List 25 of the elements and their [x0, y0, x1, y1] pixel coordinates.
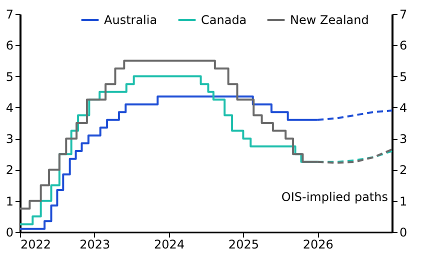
y2-tick-label: 4 [400, 100, 408, 115]
x-tick-label: 2024 [154, 238, 185, 252]
y2-tick-label: 2 [400, 163, 408, 178]
y-tick-label: 3 [6, 132, 14, 146]
y-tick-label: 0 [6, 226, 14, 240]
x-tick-label: 2022 [20, 238, 52, 252]
y-tick-label: 6 [6, 38, 14, 53]
y2-tick-label: 7 [400, 8, 408, 22]
legend-label: Canada [201, 13, 247, 27]
y2-tick-label: 6 [400, 38, 408, 53]
x-tick-label: 2023 [80, 238, 110, 252]
y-tick-label: 1 [6, 194, 14, 208]
y2-tick-label: 3 [400, 132, 408, 146]
x-tick-label: 2026 [302, 238, 334, 252]
y-tick-label: 4 [6, 100, 14, 115]
y2-tick-label: 0 [400, 226, 408, 240]
legend-label: New Zealand [290, 13, 369, 27]
legend-label: Australia [104, 13, 158, 27]
y2-tick-label: 5 [400, 70, 408, 84]
y-tick-label: 7 [6, 8, 14, 22]
y-tick-label: 5 [6, 70, 14, 84]
annotation: OIS-implied paths [281, 190, 388, 204]
y2-tick-label: 1 [400, 194, 408, 208]
y-tick-label: 2 [6, 163, 14, 178]
x-tick-label: 2025 [228, 238, 259, 252]
